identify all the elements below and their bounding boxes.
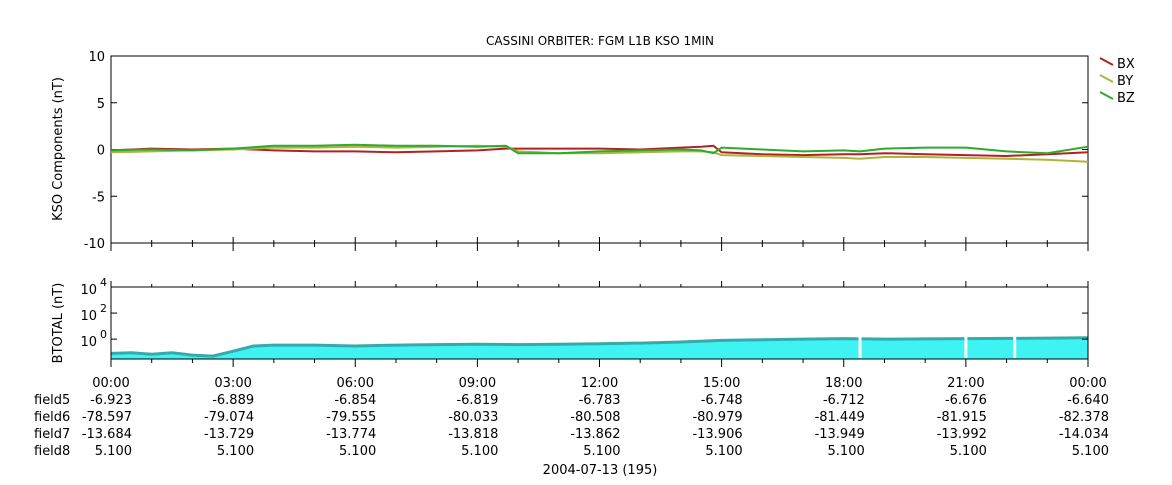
row-value: -6.819 [456, 393, 498, 408]
row-name-field8: field8 [34, 444, 70, 459]
row-value: -13.906 [692, 427, 742, 442]
btotal-x-ticks [110, 281, 1089, 367]
row-value: -81.449 [815, 410, 865, 425]
components-y-label: KSO Components (nT) [51, 77, 66, 221]
row-value: -6.676 [945, 393, 987, 408]
series-line-by [110, 144, 1089, 163]
data-gap [964, 327, 968, 358]
components-panel: 10 5 0 -5 -10 KSO Components (nT) BX BY BZ [51, 50, 1135, 252]
btotal-area [111, 337, 1088, 359]
row-value: 5.100 [583, 444, 620, 459]
row-value: -81.915 [937, 410, 987, 425]
x-tick-label: 00:00 [1069, 376, 1106, 391]
row-value: 5.100 [339, 444, 376, 459]
row-name-field7: field7 [34, 427, 70, 442]
row-name-field6: field6 [34, 410, 70, 425]
y-tick-label: 10 [88, 50, 105, 65]
row-value: 5.100 [1072, 444, 1109, 459]
x-tick-label: 21:00 [947, 376, 984, 391]
row-value: 5.100 [95, 444, 132, 459]
row-value: -6.923 [90, 393, 132, 408]
y-tick-label: 10 [80, 309, 97, 324]
y-tick-label: 0 [97, 144, 105, 159]
row-value: -79.555 [326, 410, 376, 425]
row-value: -6.783 [579, 393, 621, 408]
row-value: -79.074 [204, 410, 254, 425]
legend-swatch-bz [1099, 91, 1114, 100]
row-value: -13.949 [815, 427, 865, 442]
row-value: -6.712 [823, 393, 865, 408]
components-y-axis: 10 5 0 -5 -10 [84, 50, 1088, 252]
y-tick-exponent: 2 [100, 302, 107, 315]
y-tick-exponent: 0 [100, 328, 107, 341]
btotal-line [110, 336, 1089, 358]
x-tick-label: 18:00 [825, 376, 862, 391]
legend-swatch-bx [1099, 57, 1114, 66]
row-value: -6.854 [334, 393, 376, 408]
x-tick-label: 12:00 [581, 376, 618, 391]
btotal-series [110, 327, 1089, 359]
y-tick-label: -10 [84, 237, 105, 252]
row-value: -13.684 [82, 427, 132, 442]
row-value: -13.729 [204, 427, 254, 442]
x-tick-label: 03:00 [214, 376, 251, 391]
ephemeris-rows: field5 -6.923 -6.889 -6.854 -6.819 -6.783 -6.7… [34, 393, 1109, 459]
row-value: 5.100 [828, 444, 865, 459]
btotal-y-label: BTOTAL (nT) [51, 283, 66, 364]
components-series [110, 143, 1089, 163]
row-value: -13.818 [448, 427, 498, 442]
legend-swatch-by [1099, 74, 1114, 83]
legend-label-by: BY [1117, 74, 1133, 89]
row-name-field5: field5 [34, 393, 70, 408]
x-axis-labels: 00:00 03:00 06:00 09:00 12:00 15:00 18:00 21:00… [92, 376, 1106, 391]
data-gap [858, 327, 862, 358]
y-tick-base: 10 [80, 309, 97, 324]
row-value: -6.748 [701, 393, 743, 408]
x-tick-label: 00:00 [92, 376, 129, 391]
row-value: 5.100 [217, 444, 254, 459]
components-x-ticks [110, 237, 1089, 251]
data-gap [1013, 327, 1017, 358]
y-tick-base: 10 [80, 335, 97, 350]
row-value: -78.597 [82, 410, 132, 425]
chart-title: CASSINI ORBITER: FGM L1B KSO 1MIN [486, 34, 714, 48]
legend: BX BY BZ [1099, 57, 1135, 106]
x-tick-label: 09:00 [459, 376, 496, 391]
row-value: 5.100 [461, 444, 498, 459]
row-value: -6.640 [1067, 393, 1109, 408]
y-tick-base: 10 [80, 283, 97, 298]
row-value: 5.100 [705, 444, 742, 459]
x-tick-label: 06:00 [337, 376, 374, 391]
row-value: -80.508 [570, 410, 620, 425]
y-tick-label: 10 [80, 283, 97, 298]
row-value: -13.992 [937, 427, 987, 442]
row-value: -80.033 [448, 410, 498, 425]
row-value: -6.889 [212, 393, 254, 408]
row-value: -13.862 [570, 427, 620, 442]
legend-label-bz: BZ [1117, 91, 1135, 106]
y-tick-exponent: 4 [100, 276, 107, 289]
row-value: -82.378 [1059, 410, 1109, 425]
row-value: -80.979 [692, 410, 742, 425]
legend-label-bx: BX [1117, 57, 1135, 72]
row-value: 5.100 [950, 444, 987, 459]
row-value: -13.774 [326, 427, 376, 442]
y-tick-label: 5 [97, 97, 105, 112]
x-tick-label: 15:00 [703, 376, 740, 391]
row-value: -14.034 [1059, 427, 1109, 442]
date-label: 2004-07-13 (195) [543, 463, 658, 478]
y-tick-label: -5 [92, 190, 105, 205]
y-tick-label: 10 [80, 335, 97, 350]
series-line-bz [110, 143, 1089, 155]
